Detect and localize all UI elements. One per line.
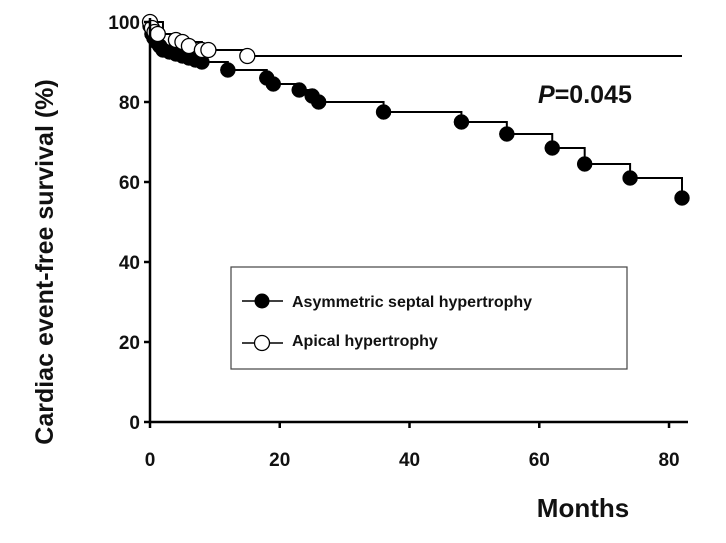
legend-label-asymmetric: Asymmetric septal hypertrophy (292, 294, 532, 311)
point-apical (149, 25, 166, 43)
point-asymmetric (622, 170, 638, 186)
x-tick-label: 0 (145, 450, 156, 471)
y-tick-label: 40 (119, 253, 140, 274)
x-tick-label: 60 (529, 450, 550, 471)
legend-label-apical: Apical hypertrophy (292, 333, 438, 350)
x-axis-title: Months (537, 493, 629, 523)
km-curve-apical (150, 21, 682, 57)
x-tick-label: 40 (399, 450, 420, 471)
p-value-symbol: P (538, 81, 555, 109)
legend-marker-filled (254, 293, 270, 309)
point-asymmetric (576, 156, 593, 172)
y-tick-label: 20 (119, 333, 140, 354)
point-asymmetric (265, 76, 282, 92)
point-asymmetric (544, 140, 560, 156)
plot-area (141, 13, 690, 206)
y-tick-label: 60 (119, 173, 140, 194)
x-tick-label: 20 (269, 450, 290, 471)
x-tick-label: 80 (658, 450, 679, 471)
legend: Asymmetric septal hypertrophy Apical hyp… (230, 266, 628, 370)
y-tick-label: 0 (129, 413, 140, 434)
p-value-annotation: P=0.045 (538, 81, 632, 109)
legend-box (230, 266, 628, 370)
km-curve-asymmetric (150, 25, 683, 198)
point-asymmetric (499, 126, 515, 142)
axes: 0 20 40 60 80 100 0 20 40 60 80 (108, 13, 688, 471)
point-asymmetric (375, 104, 392, 120)
point-asymmetric (291, 82, 307, 98)
y-tick-label: 100 (108, 13, 140, 34)
point-apical (200, 41, 217, 59)
point-asymmetric (310, 94, 327, 110)
point-asymmetric (453, 114, 470, 130)
p-value-text: =0.045 (555, 81, 632, 109)
y-tick-label: 80 (119, 93, 140, 114)
y-axis-title: Cardiac event-free survival (%) (31, 79, 59, 444)
point-apical (239, 47, 256, 65)
point-asymmetric (674, 190, 690, 206)
legend-marker-open (253, 334, 271, 352)
point-asymmetric (220, 62, 236, 78)
